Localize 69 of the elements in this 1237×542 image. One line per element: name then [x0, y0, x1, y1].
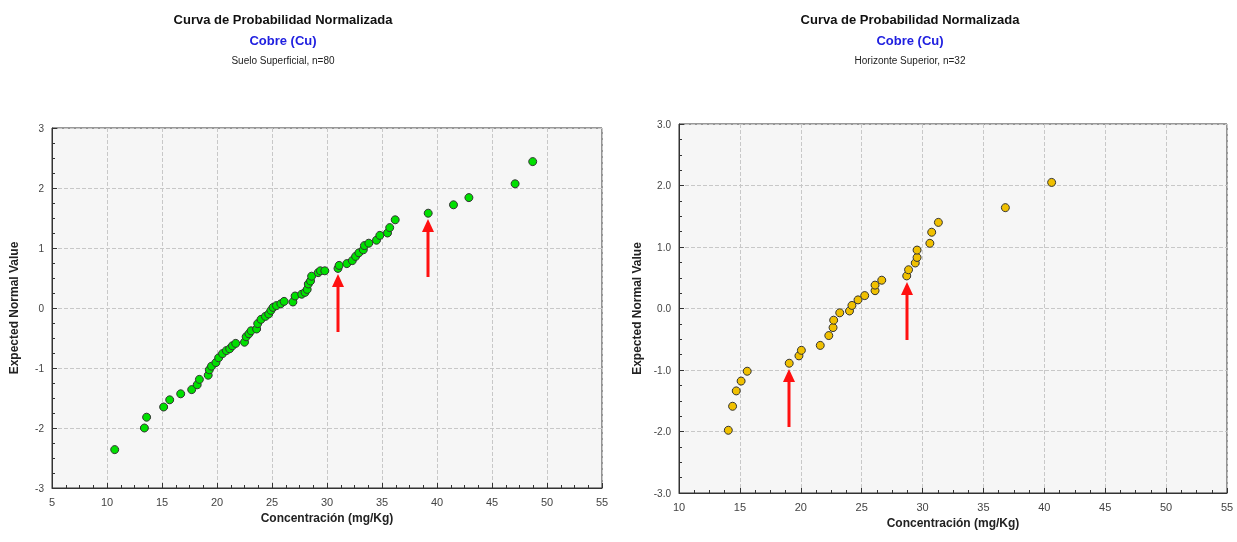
point — [1047, 177, 1057, 187]
x-tick-label: 50 — [540, 495, 554, 508]
y-tick-label: 3 — [38, 122, 45, 134]
y-tick-label: 2 — [38, 182, 45, 194]
y-tick-label: 0.0 — [657, 303, 672, 314]
point — [927, 227, 937, 237]
y-tick-label: -3.0 — [653, 487, 672, 499]
point — [723, 425, 733, 435]
x-axis-title: Concentración (mg/Kg) — [886, 516, 1020, 530]
point — [731, 386, 741, 396]
point — [912, 245, 922, 255]
point — [742, 366, 752, 376]
y-axis-title: Expected Normal Value — [629, 241, 644, 375]
x-tick-label: 35 — [977, 500, 990, 513]
x-tick-label: 45 — [1099, 500, 1112, 513]
text: Horizonte Superior, n=32 — [853, 55, 967, 66]
x-tick-label: 40 — [430, 495, 444, 508]
point — [877, 275, 887, 285]
y-tick-label: -2 — [35, 422, 45, 434]
x-tick-label: 30 — [916, 500, 929, 513]
point — [925, 238, 935, 248]
point — [912, 252, 922, 262]
point — [860, 291, 870, 301]
point — [815, 340, 825, 350]
x-tick-label: 20 — [794, 500, 807, 513]
y-tick-label: -2.0 — [653, 426, 672, 437]
x-tick-label: 55 — [595, 495, 609, 508]
x-tick-label: 10 — [100, 495, 114, 508]
point — [1000, 203, 1010, 213]
x-tick-label: 45 — [485, 495, 499, 508]
x-tick-label: 5 — [48, 495, 56, 508]
x-tick-label: 35 — [375, 495, 389, 508]
point — [870, 280, 880, 290]
x-tick-label: 55 — [1220, 500, 1234, 513]
point — [904, 265, 914, 275]
x-tick-label: 50 — [1159, 500, 1173, 513]
point — [933, 217, 943, 227]
point — [847, 300, 857, 310]
x-tick-label: 10 — [672, 500, 686, 513]
point — [784, 358, 794, 368]
point — [796, 345, 806, 355]
point — [853, 295, 863, 305]
x-tick-label: 40 — [1038, 500, 1051, 513]
x-tick-label: 20 — [210, 495, 224, 508]
point — [835, 308, 845, 318]
x-tick-label: 25 — [855, 500, 868, 513]
point — [728, 401, 738, 411]
y-axis-title: Expected Normal Value — [7, 241, 21, 375]
chart-subtitle: Cobre (Cu) — [875, 33, 945, 48]
y-tick-label: 3.0 — [657, 118, 672, 130]
y-tick-label: -3 — [35, 482, 45, 494]
x-tick-label: 30 — [320, 495, 334, 508]
x-tick-label: 15 — [155, 495, 169, 508]
y-tick-label: 1.0 — [657, 241, 672, 253]
y-tick-label: 1 — [38, 242, 45, 254]
text: Suelo Superficial, n=80 — [230, 55, 336, 66]
y-tick-label: -1 — [35, 362, 45, 374]
point — [824, 331, 834, 341]
chart-subtitle: Cobre (Cu) — [248, 33, 318, 48]
y-tick-label: -1.0 — [653, 364, 672, 376]
x-tick-label: 15 — [733, 500, 747, 513]
x-tick-label: 25 — [265, 495, 279, 508]
y-tick-label: 0 — [38, 302, 45, 314]
chart-title: Curva de Probabilidad Normalizada — [172, 12, 394, 27]
chart-title: Curva de Probabilidad Normalizada — [799, 12, 1021, 27]
point — [829, 315, 839, 325]
x-axis-title: Concentración (mg/Kg) — [260, 511, 394, 525]
point — [736, 376, 746, 386]
y-tick-label: 2.0 — [657, 180, 672, 191]
